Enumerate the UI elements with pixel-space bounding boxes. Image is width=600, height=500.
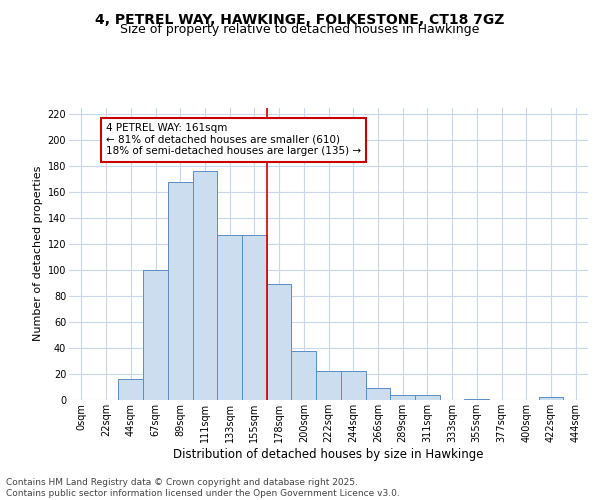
X-axis label: Distribution of detached houses by size in Hawkinge: Distribution of detached houses by size … (173, 448, 484, 461)
Bar (242, 235, 267, 400)
Bar (168, 182, 193, 400)
Bar (217, 235, 242, 400)
Text: 4 PETREL WAY: 161sqm
← 81% of detached houses are smaller (610)
18% of semi-deta: 4 PETREL WAY: 161sqm ← 81% of detached h… (106, 123, 361, 156)
Bar (415, 395, 440, 400)
Bar (118, 379, 143, 400)
Bar (365, 388, 390, 400)
Y-axis label: Number of detached properties: Number of detached properties (34, 166, 43, 342)
Bar (143, 270, 168, 400)
Bar (267, 284, 292, 400)
Bar (292, 350, 316, 400)
Bar (341, 372, 365, 400)
Bar (390, 395, 415, 400)
Bar (316, 372, 341, 400)
Text: Size of property relative to detached houses in Hawkinge: Size of property relative to detached ho… (121, 24, 479, 36)
Text: 4, PETREL WAY, HAWKINGE, FOLKESTONE, CT18 7GZ: 4, PETREL WAY, HAWKINGE, FOLKESTONE, CT1… (95, 12, 505, 26)
Text: Contains HM Land Registry data © Crown copyright and database right 2025.
Contai: Contains HM Land Registry data © Crown c… (6, 478, 400, 498)
Bar (193, 171, 217, 400)
Bar (539, 398, 563, 400)
Bar (464, 398, 489, 400)
